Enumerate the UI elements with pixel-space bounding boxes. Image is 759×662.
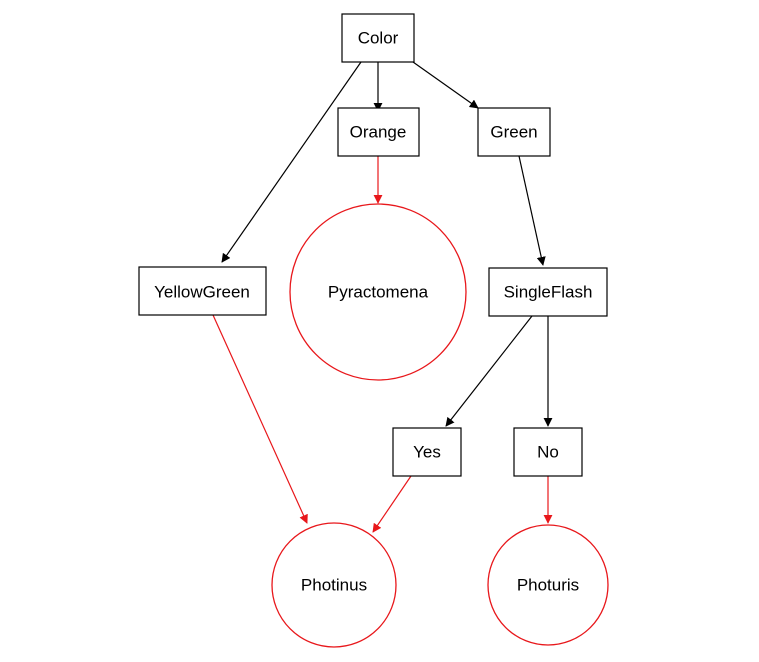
edges (212, 61, 553, 533)
leaf-photinus: Photinus (271, 522, 397, 648)
edge-color-green (412, 61, 479, 109)
leaf-pyractomena: Pyractomena (289, 203, 467, 381)
node-yes-label: Yes (413, 443, 441, 462)
node-singleflash: SingleFlash (488, 267, 608, 317)
node-orange-label: Orange (350, 123, 407, 142)
leaf-pyractomena-label: Pyractomena (328, 283, 429, 302)
node-color-label: Color (358, 29, 399, 48)
node-orange: Orange (337, 107, 420, 157)
node-green: Green (477, 107, 551, 157)
edge-color-yellowgreen (221, 61, 362, 263)
node-yellowgreen-label: YellowGreen (154, 283, 250, 302)
edge-green-singleflash (518, 155, 546, 266)
edge-singleflash-yes (445, 315, 533, 427)
node-no: No (513, 427, 583, 477)
node-yellowgreen: YellowGreen (138, 266, 267, 316)
node-green-label: Green (490, 123, 537, 142)
leaf-photuris-label: Photuris (517, 576, 579, 595)
node-yes: Yes (392, 427, 462, 477)
node-color: Color (341, 13, 415, 63)
leaf-photuris: Photuris (487, 524, 609, 646)
edge-yellowgreen-photinus (212, 314, 308, 524)
node-singleflash-label: SingleFlash (504, 283, 593, 302)
leaf-photinus-label: Photinus (301, 576, 367, 595)
edge-yes-photinus (372, 475, 412, 533)
node-no-label: No (537, 443, 559, 462)
